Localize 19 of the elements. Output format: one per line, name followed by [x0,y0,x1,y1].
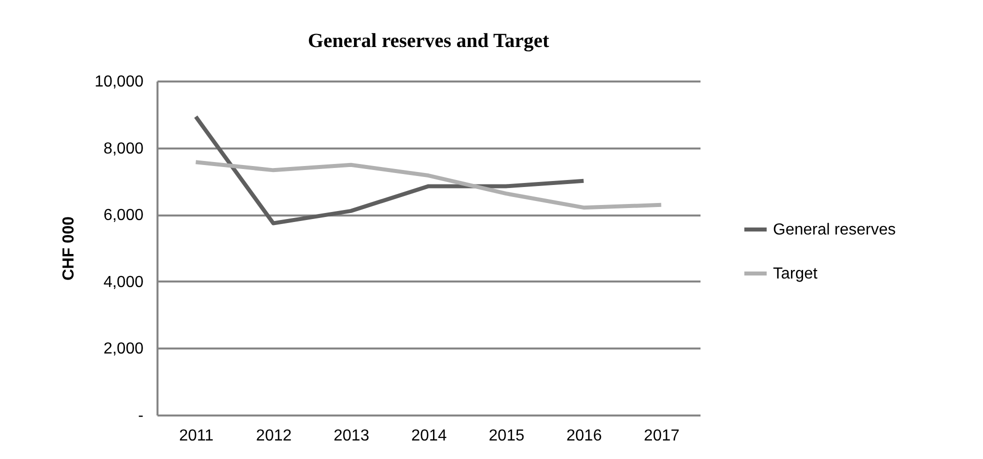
x-tick-label: 2013 [334,428,370,444]
chart-title: General reserves and Target [308,30,550,52]
y-tick-label: - [138,408,144,424]
line-series [194,160,664,210]
y-tick-label: 8,000 [103,140,144,158]
y-tick-label: 10,000 [94,74,144,90]
x-tick-label: 2014 [411,428,447,444]
legend-label: Target [773,266,818,282]
y-tick-label: 6,000 [103,207,144,224]
y-tick-label: 4,000 [103,274,144,291]
y-axis-title: CHF 000 [60,216,78,281]
x-tick-label: 2016 [566,428,602,444]
x-tick-label: 2012 [256,428,292,444]
y-tick-label: 2,000 [103,340,144,358]
x-tick-label: 2011 [179,428,214,444]
x-tick-label: 2017 [644,428,680,444]
x-tick-label: 2015 [488,428,524,444]
legend-label: General reserves [773,222,896,238]
line-series [194,114,586,226]
